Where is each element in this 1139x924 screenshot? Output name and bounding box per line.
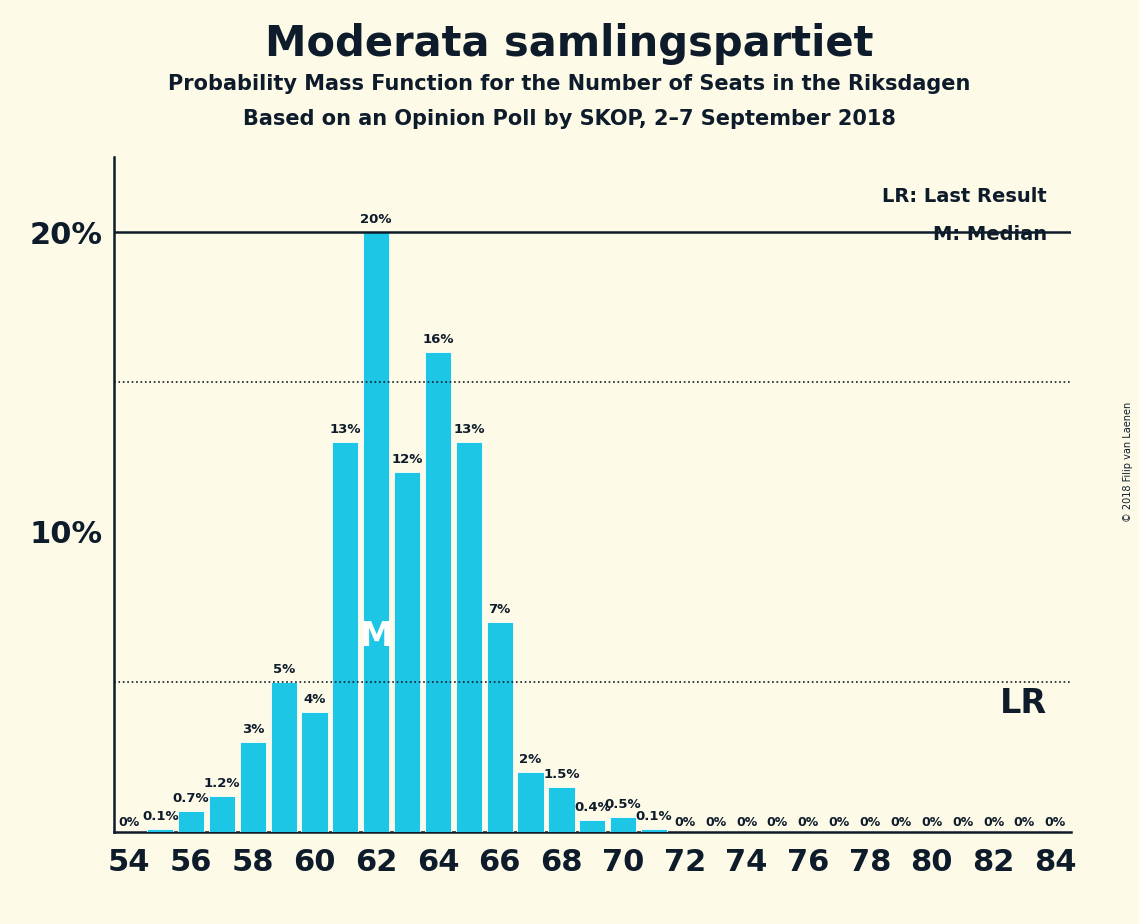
Bar (178, 810, 204, 832)
Text: © 2018 Filip van Laenen: © 2018 Filip van Laenen (1123, 402, 1133, 522)
Text: 0%: 0% (767, 816, 788, 829)
Text: 13%: 13% (453, 423, 484, 436)
Text: 20%: 20% (360, 213, 392, 226)
Bar (394, 472, 420, 832)
Text: 12%: 12% (392, 453, 423, 466)
Text: 1.5%: 1.5% (543, 768, 580, 781)
Text: 2%: 2% (519, 753, 542, 766)
Text: 4%: 4% (303, 693, 326, 706)
Text: 16%: 16% (423, 333, 453, 346)
Bar (611, 817, 637, 832)
Text: LR: LR (1000, 687, 1047, 720)
Text: 7%: 7% (489, 602, 510, 615)
Text: 0%: 0% (952, 816, 973, 829)
Text: 0%: 0% (797, 816, 819, 829)
Text: 0%: 0% (674, 816, 696, 829)
Bar (579, 820, 606, 832)
Text: 13%: 13% (329, 423, 361, 436)
Bar (271, 682, 297, 832)
Bar (641, 829, 667, 832)
Text: 3%: 3% (241, 723, 264, 736)
Text: LR: Last Result: LR: Last Result (882, 188, 1047, 206)
Text: 1.2%: 1.2% (204, 777, 240, 790)
Bar (239, 742, 265, 832)
Text: 0%: 0% (705, 816, 727, 829)
Text: 0.4%: 0.4% (574, 800, 611, 814)
Bar (548, 786, 574, 832)
Bar (302, 711, 328, 832)
Text: 0%: 0% (921, 816, 942, 829)
Bar (425, 352, 451, 832)
Text: M: M (360, 620, 393, 653)
Text: 0%: 0% (891, 816, 911, 829)
Bar (363, 232, 390, 832)
Text: 0.7%: 0.7% (173, 792, 210, 805)
Text: 0.1%: 0.1% (636, 809, 672, 822)
Text: 0%: 0% (828, 816, 850, 829)
Text: 0.5%: 0.5% (605, 797, 641, 810)
Text: 0%: 0% (118, 816, 140, 829)
Text: 5%: 5% (272, 663, 295, 675)
Text: 0%: 0% (1044, 816, 1066, 829)
Text: 0%: 0% (983, 816, 1005, 829)
Bar (333, 442, 359, 832)
Text: 0%: 0% (1014, 816, 1035, 829)
Bar (147, 829, 173, 832)
Text: M: Median: M: Median (933, 225, 1047, 244)
Text: Moderata samlingspartiet: Moderata samlingspartiet (265, 23, 874, 65)
Text: 0%: 0% (860, 816, 880, 829)
Bar (486, 622, 513, 832)
Text: 0.1%: 0.1% (142, 809, 179, 822)
Bar (456, 442, 482, 832)
Bar (208, 796, 235, 832)
Text: Probability Mass Function for the Number of Seats in the Riksdagen: Probability Mass Function for the Number… (169, 74, 970, 94)
Text: 0%: 0% (736, 816, 757, 829)
Bar (517, 772, 543, 832)
Text: Based on an Opinion Poll by SKOP, 2–7 September 2018: Based on an Opinion Poll by SKOP, 2–7 Se… (243, 109, 896, 129)
